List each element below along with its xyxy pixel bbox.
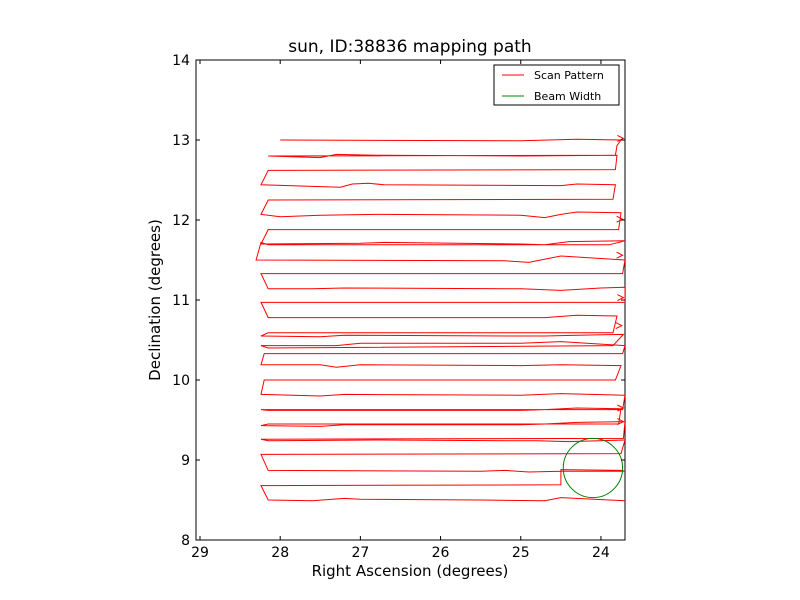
y-tick-label: 10 (172, 373, 190, 389)
scan-direction-arrow (617, 294, 625, 302)
y-tick-label: 13 (172, 133, 190, 149)
scan-direction-arrow (617, 134, 625, 142)
y-tick-label: 11 (172, 293, 190, 309)
x-tick-label: 27 (351, 545, 369, 561)
x-axis-label: Right Ascension (degrees) (312, 562, 509, 580)
x-tick-label: 28 (271, 545, 289, 561)
legend-box (493, 64, 620, 106)
x-tick-label: 26 (432, 545, 450, 561)
plot-area (195, 59, 626, 541)
beam-width-circle (562, 437, 624, 499)
scan-direction-arrow (617, 404, 625, 412)
legend: Scan Pattern Beam Width (493, 64, 620, 106)
y-axis-label: Declination (degrees) (146, 219, 164, 381)
legend-label-beam-width: Beam Width (534, 90, 601, 103)
y-tick-label: 14 (172, 53, 190, 69)
scan-pattern-line (255, 138, 625, 502)
scan-direction-arrow (617, 418, 625, 426)
ticks-layer: 29 28 27 26 25 24 8 9 10 11 12 13 14 (172, 53, 625, 561)
scan-direction-arrow (615, 322, 623, 330)
chart-title: sun, ID:38836 mapping path (288, 37, 531, 57)
y-tick-label: 8 (181, 533, 190, 549)
y-tick-label: 12 (172, 213, 190, 229)
series-layer (255, 134, 625, 502)
axes-frame (195, 59, 626, 541)
x-tick-label: 29 (191, 545, 209, 561)
x-tick-label: 25 (512, 545, 530, 561)
y-tick-label: 9 (181, 453, 190, 469)
scan-direction-arrow (616, 251, 624, 259)
legend-label-scan-pattern: Scan Pattern (534, 69, 604, 82)
x-tick-label: 24 (592, 545, 610, 561)
scan-direction-arrow (616, 215, 624, 223)
